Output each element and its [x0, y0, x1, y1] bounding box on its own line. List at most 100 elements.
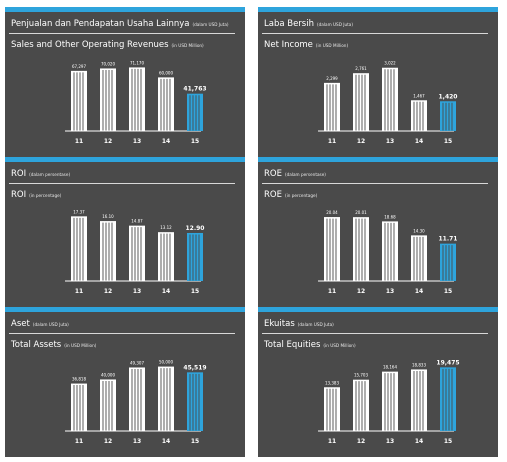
bar-11	[71, 383, 87, 431]
x-tick-label: 14	[415, 438, 423, 445]
bar-fill	[158, 77, 174, 131]
panel-sales: Penjualan dan Pendapatan Usaha Lainnya (d…	[5, 7, 245, 157]
bar-11	[324, 82, 340, 131]
bar-14	[158, 77, 174, 131]
title-divider	[262, 333, 488, 334]
data-label: 14.30	[413, 228, 425, 233]
bar-fill	[129, 367, 145, 431]
data-label: 2,761	[355, 66, 367, 71]
bar-12	[100, 68, 116, 131]
x-tick-label: 15	[444, 438, 452, 445]
bar-12	[353, 217, 369, 281]
bar-fill	[129, 67, 145, 131]
bar-highlight	[440, 367, 456, 431]
bar-fill	[411, 100, 427, 131]
x-tick-label: 15	[191, 138, 199, 145]
bar-highlight	[440, 243, 456, 281]
x-tick-label: 12	[357, 138, 365, 145]
bar-13	[129, 67, 145, 131]
bar-13	[129, 225, 145, 281]
title-divider	[9, 333, 235, 334]
bar-highlight	[187, 93, 203, 131]
bar-15	[187, 93, 203, 131]
bar-15	[187, 372, 203, 431]
data-label: 20.04	[326, 210, 338, 215]
panel-total-assets: Aset (dalam USD Juta) Total Assets (in USD…	[5, 307, 245, 457]
panel-accent-bar	[5, 7, 245, 12]
x-tick-label: 13	[386, 138, 394, 145]
x-tick-label: 12	[104, 138, 112, 145]
bar-chart-total-assets: 36,818 11 40,000 12 49,307 13 50,000 14 45,519 15	[65, 360, 207, 445]
data-label: 19,475	[436, 359, 459, 366]
bar-fill	[411, 369, 427, 431]
bar-fill	[353, 217, 369, 281]
bar-11	[324, 217, 340, 281]
bar-13	[382, 371, 398, 431]
panel-total-equities: Ekuitas (dalam USD Juta) Total Equities (i…	[258, 307, 498, 457]
title-divider	[262, 33, 488, 34]
panel-title-en: Net Income (in USD Million)	[264, 40, 349, 50]
panel-roi: ROI (dalam persentase) ROI (in percentage)…	[5, 157, 245, 307]
x-tick-label: 13	[133, 288, 141, 295]
title-divider	[262, 183, 488, 184]
bar-13	[129, 367, 145, 431]
bar-highlight	[187, 232, 203, 281]
bar-chart-total-equities: 13,383 11 15,703 12 18,164 13 18,833 14 19,475 15	[318, 359, 460, 445]
x-tick-label: 12	[104, 438, 112, 445]
data-label: 1,420	[439, 93, 458, 100]
panel-accent-bar	[258, 157, 498, 162]
bar-14	[411, 100, 427, 131]
bar-fill	[324, 387, 340, 431]
data-label: 13,383	[325, 380, 339, 385]
bar-highlight	[187, 372, 203, 431]
x-tick-label: 11	[75, 438, 83, 445]
bar-fill	[324, 82, 340, 131]
bar-fill	[382, 67, 398, 131]
bar-11	[71, 216, 87, 281]
x-tick-label: 15	[191, 288, 199, 295]
bar-12	[100, 379, 116, 431]
bar-11	[324, 387, 340, 431]
bar-14	[411, 235, 427, 281]
data-label: 1,467	[413, 93, 425, 98]
data-label: 20.01	[355, 210, 367, 215]
bar-15	[187, 232, 203, 281]
bar-13	[382, 221, 398, 281]
bar-chart-sales: 67,297 11 70,020 12 71,170 13 60,000 14 41,763 15	[65, 60, 207, 145]
bar-14	[158, 232, 174, 281]
x-tick-label: 11	[75, 138, 83, 145]
bar-fill	[71, 216, 87, 281]
data-label: 3,022	[384, 61, 396, 66]
data-label: 15,703	[354, 373, 368, 378]
x-tick-label: 12	[104, 288, 112, 295]
data-label: 16.10	[102, 214, 114, 219]
bar-14	[158, 366, 174, 431]
data-label: 18,833	[412, 362, 426, 367]
panel-roe: ROE (dalam persentase) ROE (in percentage)…	[258, 157, 498, 307]
bar-15	[440, 243, 456, 281]
panel-accent-bar	[258, 307, 498, 312]
bar-fill	[100, 221, 116, 281]
data-label: 18.68	[384, 214, 396, 219]
data-label: 11.71	[439, 236, 458, 243]
x-tick-label: 13	[386, 288, 394, 295]
panel-title-en: ROE (in percentage)	[264, 190, 318, 200]
bar-15	[440, 367, 456, 431]
bar-highlight	[440, 101, 456, 131]
data-label: 13.12	[160, 225, 172, 230]
bar-chart-net-income: 2,299 11 2,761 12 3,022 13 1,467 14 1,420 15	[318, 61, 458, 145]
x-tick-label: 14	[415, 288, 423, 295]
bar-15	[440, 101, 456, 131]
x-tick-label: 11	[328, 288, 336, 295]
bar-14	[411, 369, 427, 431]
bar-fill	[382, 221, 398, 281]
bar-11	[71, 70, 87, 131]
x-tick-label: 11	[328, 138, 336, 145]
panel-title-id: ROI (dalam persentase)	[11, 169, 71, 179]
panel-title-id: ROE (dalam persentase)	[264, 169, 326, 179]
data-label: 18,164	[383, 365, 397, 370]
bar-12	[353, 73, 369, 131]
panel-title-id: Aset (dalam USD Juta)	[11, 319, 69, 329]
panel-accent-bar	[5, 157, 245, 162]
x-tick-label: 11	[75, 288, 83, 295]
